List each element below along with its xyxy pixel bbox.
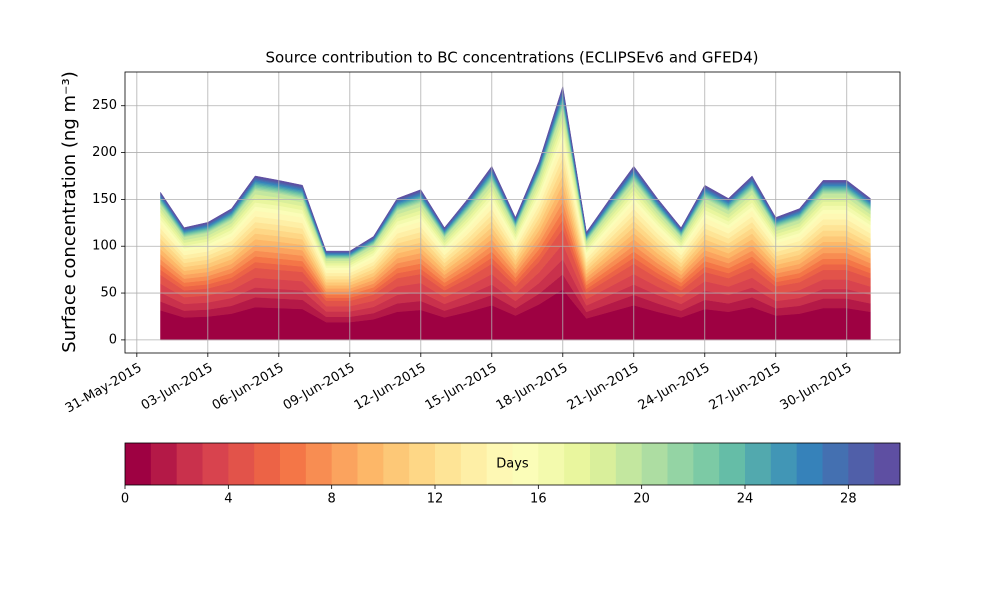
y-tick-label: 150 xyxy=(92,192,117,207)
colorbar-bin xyxy=(770,443,798,485)
chart-title: Source contribution to BC concentrations… xyxy=(265,49,758,67)
colorbar-bin xyxy=(512,443,539,485)
colorbar-tick-label: 20 xyxy=(633,492,650,507)
colorbar-bin xyxy=(486,443,513,485)
colorbar-bin xyxy=(693,443,720,485)
colorbar-bin xyxy=(590,443,617,485)
colorbar-bin xyxy=(331,443,358,485)
x-tick-label: 09-Jun-2015 xyxy=(281,361,358,414)
x-tick-label: 18-Jun-2015 xyxy=(494,361,571,414)
colorbar-bin xyxy=(538,443,565,485)
x-tick-label: 12-Jun-2015 xyxy=(352,361,429,414)
y-tick-label: 0 xyxy=(109,332,117,347)
colorbar-bin xyxy=(615,443,643,485)
x-tick-label: 27-Jun-2015 xyxy=(707,361,784,414)
colorbar-bin xyxy=(796,443,823,485)
colorbar-bin xyxy=(874,443,901,485)
colorbar-bin xyxy=(202,443,229,485)
colorbar-bin xyxy=(125,443,152,485)
y-tick-label: 100 xyxy=(92,239,117,254)
colorbar-tick-label: 4 xyxy=(224,492,232,507)
colorbar-bin xyxy=(383,443,410,485)
colorbar-bin xyxy=(305,443,333,485)
colorbar-bin xyxy=(719,443,746,485)
y-tick-label: 50 xyxy=(100,286,117,301)
colorbar-tick-label: 8 xyxy=(328,492,336,507)
colorbar-tick-label: 28 xyxy=(840,492,857,507)
y-tick-label: 250 xyxy=(92,98,117,113)
colorbar-bin xyxy=(848,443,875,485)
colorbar-bin xyxy=(667,443,694,485)
colorbar-bin xyxy=(822,443,849,485)
plot-frame xyxy=(124,71,901,354)
x-tick-label: 30-Jun-2015 xyxy=(778,361,855,414)
colorbar-frame xyxy=(124,442,901,486)
colorbar-tick-label: 24 xyxy=(737,492,754,507)
colorbar-tick-label: 0 xyxy=(121,492,129,507)
y-tick-label: 200 xyxy=(92,145,117,160)
colorbar-bin xyxy=(641,443,668,485)
colorbar-bin xyxy=(435,443,462,485)
y-axis-label: Surface concentration (ng m⁻³) xyxy=(59,71,80,353)
colorbar-tick-label: 12 xyxy=(427,492,444,507)
x-tick-label: 15-Jun-2015 xyxy=(423,361,500,414)
x-tick-label: 24-Jun-2015 xyxy=(636,361,713,414)
colorbar-bin xyxy=(150,443,178,485)
x-tick-label: 06-Jun-2015 xyxy=(210,361,287,414)
x-tick-label: 31-May-2015 xyxy=(63,361,145,417)
colorbar-tick-label: 16 xyxy=(530,492,547,507)
colorbar-bin xyxy=(460,443,488,485)
x-tick-label: 21-Jun-2015 xyxy=(565,361,642,414)
colorbar-bin xyxy=(176,443,203,485)
colorbar-bin xyxy=(357,443,384,485)
colorbar-bin xyxy=(745,443,772,485)
colorbar-bin xyxy=(564,443,591,485)
colorbar-bin xyxy=(280,443,307,485)
x-tick-label: 03-Jun-2015 xyxy=(139,361,216,414)
colorbar-bin xyxy=(254,443,281,485)
colorbar-bin xyxy=(228,443,255,485)
colorbar-bin xyxy=(409,443,436,485)
colorbar-label: Days xyxy=(496,457,529,472)
